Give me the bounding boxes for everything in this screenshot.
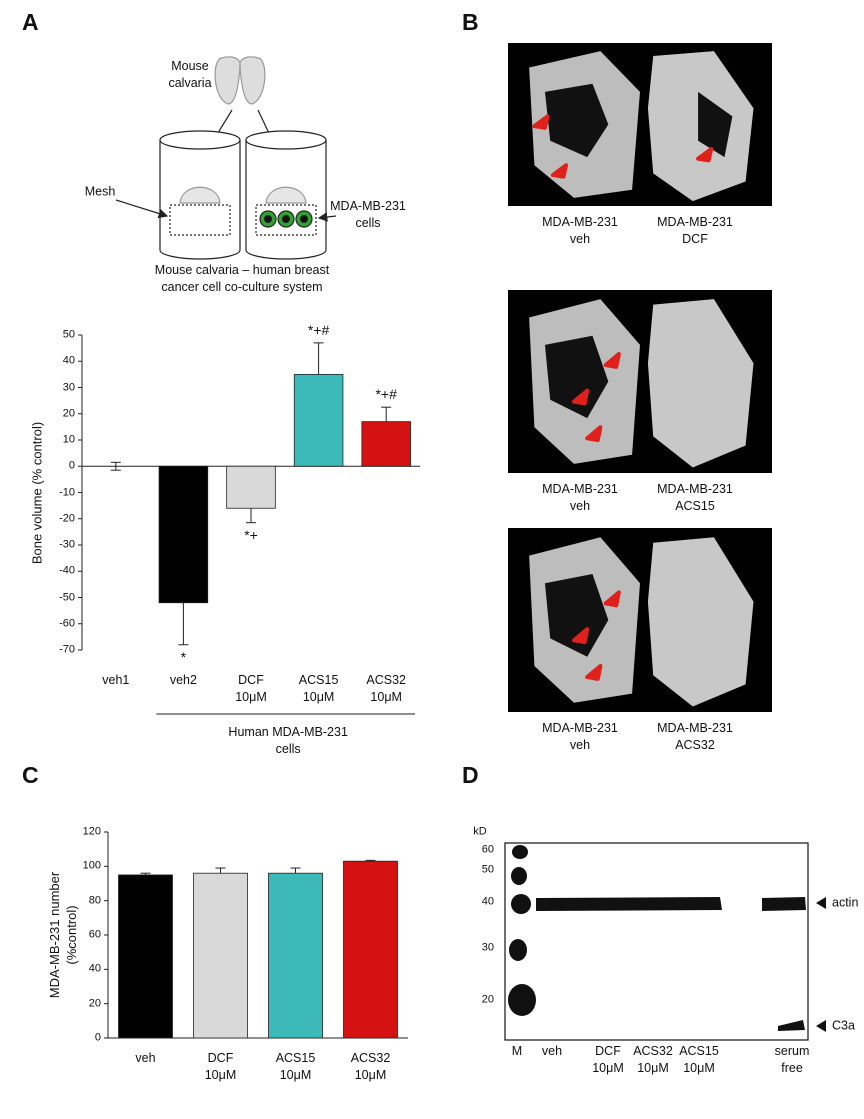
y-tick-label: -70 [59, 643, 75, 656]
bar-chart [104, 831, 408, 1039]
lane-label: serum free [774, 1044, 810, 1075]
y-tick-label: 0 [68, 459, 75, 472]
panel-label: C [22, 762, 39, 788]
panel-label: A [22, 9, 39, 35]
y-tick-label: 120 [82, 825, 101, 838]
red-arrow [572, 627, 590, 645]
x-tick-label: veh1 [102, 673, 130, 687]
bar-chart [78, 334, 420, 715]
x-tick-label: veh [135, 1051, 156, 1065]
lesion [698, 91, 733, 158]
micro-ct-image [508, 43, 772, 206]
y-tick-label: -20 [59, 512, 75, 525]
micro-ct-image [508, 290, 772, 473]
cells-label: MDA-MB-231 cells [330, 199, 406, 230]
x-tick-label: ACS32 10μM [366, 673, 406, 704]
y-tick-label: 30 [62, 381, 75, 393]
image-caption: MDA-MB-231 veh [542, 721, 618, 752]
y-tick-label: 40 [62, 354, 75, 367]
image-caption: MDA-MB-231 DCF [657, 215, 733, 246]
red-arrow [585, 425, 603, 443]
micro-ct-image [508, 528, 772, 712]
y-axis-label: MDA-MB-231 number (%control) [47, 871, 79, 999]
bar [268, 872, 323, 1039]
y-tick-label: -30 [59, 538, 75, 551]
y-tick-label: -40 [59, 564, 75, 577]
band-label: C3a [832, 1018, 855, 1033]
group-label: Human MDA-MB-231 cells [228, 725, 348, 756]
x-tick-label: ACS15 10μM [298, 673, 339, 704]
marker-size: 40 [481, 895, 494, 908]
kd-unit: kD [473, 825, 487, 838]
y-tick-label: -10 [59, 486, 75, 498]
red-arrow [532, 114, 550, 130]
y-tick-label: 50 [62, 328, 75, 341]
bar [158, 465, 209, 604]
panel-label: B [462, 9, 479, 35]
y-tick-label: 40 [88, 962, 101, 975]
y-tick-label: -50 [59, 591, 75, 603]
y-axis-label: Bone volume (% control) [29, 421, 45, 564]
y-tick-label: 20 [88, 997, 101, 1010]
lane-label: ACS32 10μM [633, 1044, 673, 1075]
lesion [544, 83, 609, 158]
y-tick-label: 20 [62, 407, 75, 420]
marker-size: 60 [481, 843, 494, 856]
significance-label: *+# [307, 321, 330, 338]
y-tick-label: -60 [59, 617, 75, 630]
image-caption: MDA-MB-231 ACS32 [657, 721, 733, 752]
marker-size: 20 [481, 993, 494, 1006]
bar [226, 465, 276, 509]
red-arrow [603, 352, 621, 369]
x-tick-label: DCF 10μM [204, 1051, 237, 1082]
calvaria-right [647, 299, 754, 468]
significance-label: * [180, 648, 187, 665]
bar [193, 872, 248, 1039]
western-blot [504, 842, 826, 1041]
lane-label: ACS15 10μM [679, 1044, 719, 1075]
bar [293, 373, 344, 467]
red-arrow [550, 163, 569, 179]
lesion [544, 335, 609, 419]
image-caption: MDA-MB-231 veh [542, 482, 618, 513]
y-tick-label: 80 [88, 894, 101, 907]
red-arrow [572, 388, 590, 406]
y-tick-label: 100 [82, 859, 101, 872]
panel-label: D [462, 762, 479, 788]
image-caption: MDA-MB-231 veh [542, 215, 618, 246]
band-label: actin [832, 895, 859, 910]
marker-size: 30 [481, 941, 494, 954]
image-caption: MDA-MB-231 ACS15 [657, 482, 733, 513]
lane-label: veh [541, 1044, 563, 1058]
calvaria-label: Mouse calvaria [168, 59, 212, 90]
lesion [544, 574, 609, 657]
x-tick-label: ACS15 10μM [275, 1051, 316, 1082]
x-tick-label: ACS32 10μM [350, 1051, 391, 1082]
calvaria-right [647, 537, 754, 707]
schematic [115, 56, 337, 260]
schematic-caption: Mouse calvaria – human breast cancer cel… [154, 263, 330, 294]
red-arrow [585, 664, 603, 681]
red-arrow [696, 146, 714, 163]
marker-size: 50 [481, 863, 494, 876]
significance-label: *+# [375, 386, 397, 403]
bar [361, 421, 411, 467]
red-arrow [603, 590, 621, 608]
y-tick-label: 0 [94, 1031, 101, 1044]
x-tick-label: veh2 [169, 673, 197, 687]
y-tick-label: 10 [62, 433, 75, 446]
bar [343, 860, 398, 1039]
lane-label: DCF 10μM [592, 1044, 624, 1075]
significance-label: *+ [244, 526, 258, 543]
mesh-label: Mesh [84, 184, 116, 199]
x-tick-label: DCF 10μM [235, 673, 267, 704]
lane-label: M [511, 1044, 523, 1058]
bar [118, 874, 173, 1039]
y-tick-label: 60 [88, 928, 101, 941]
